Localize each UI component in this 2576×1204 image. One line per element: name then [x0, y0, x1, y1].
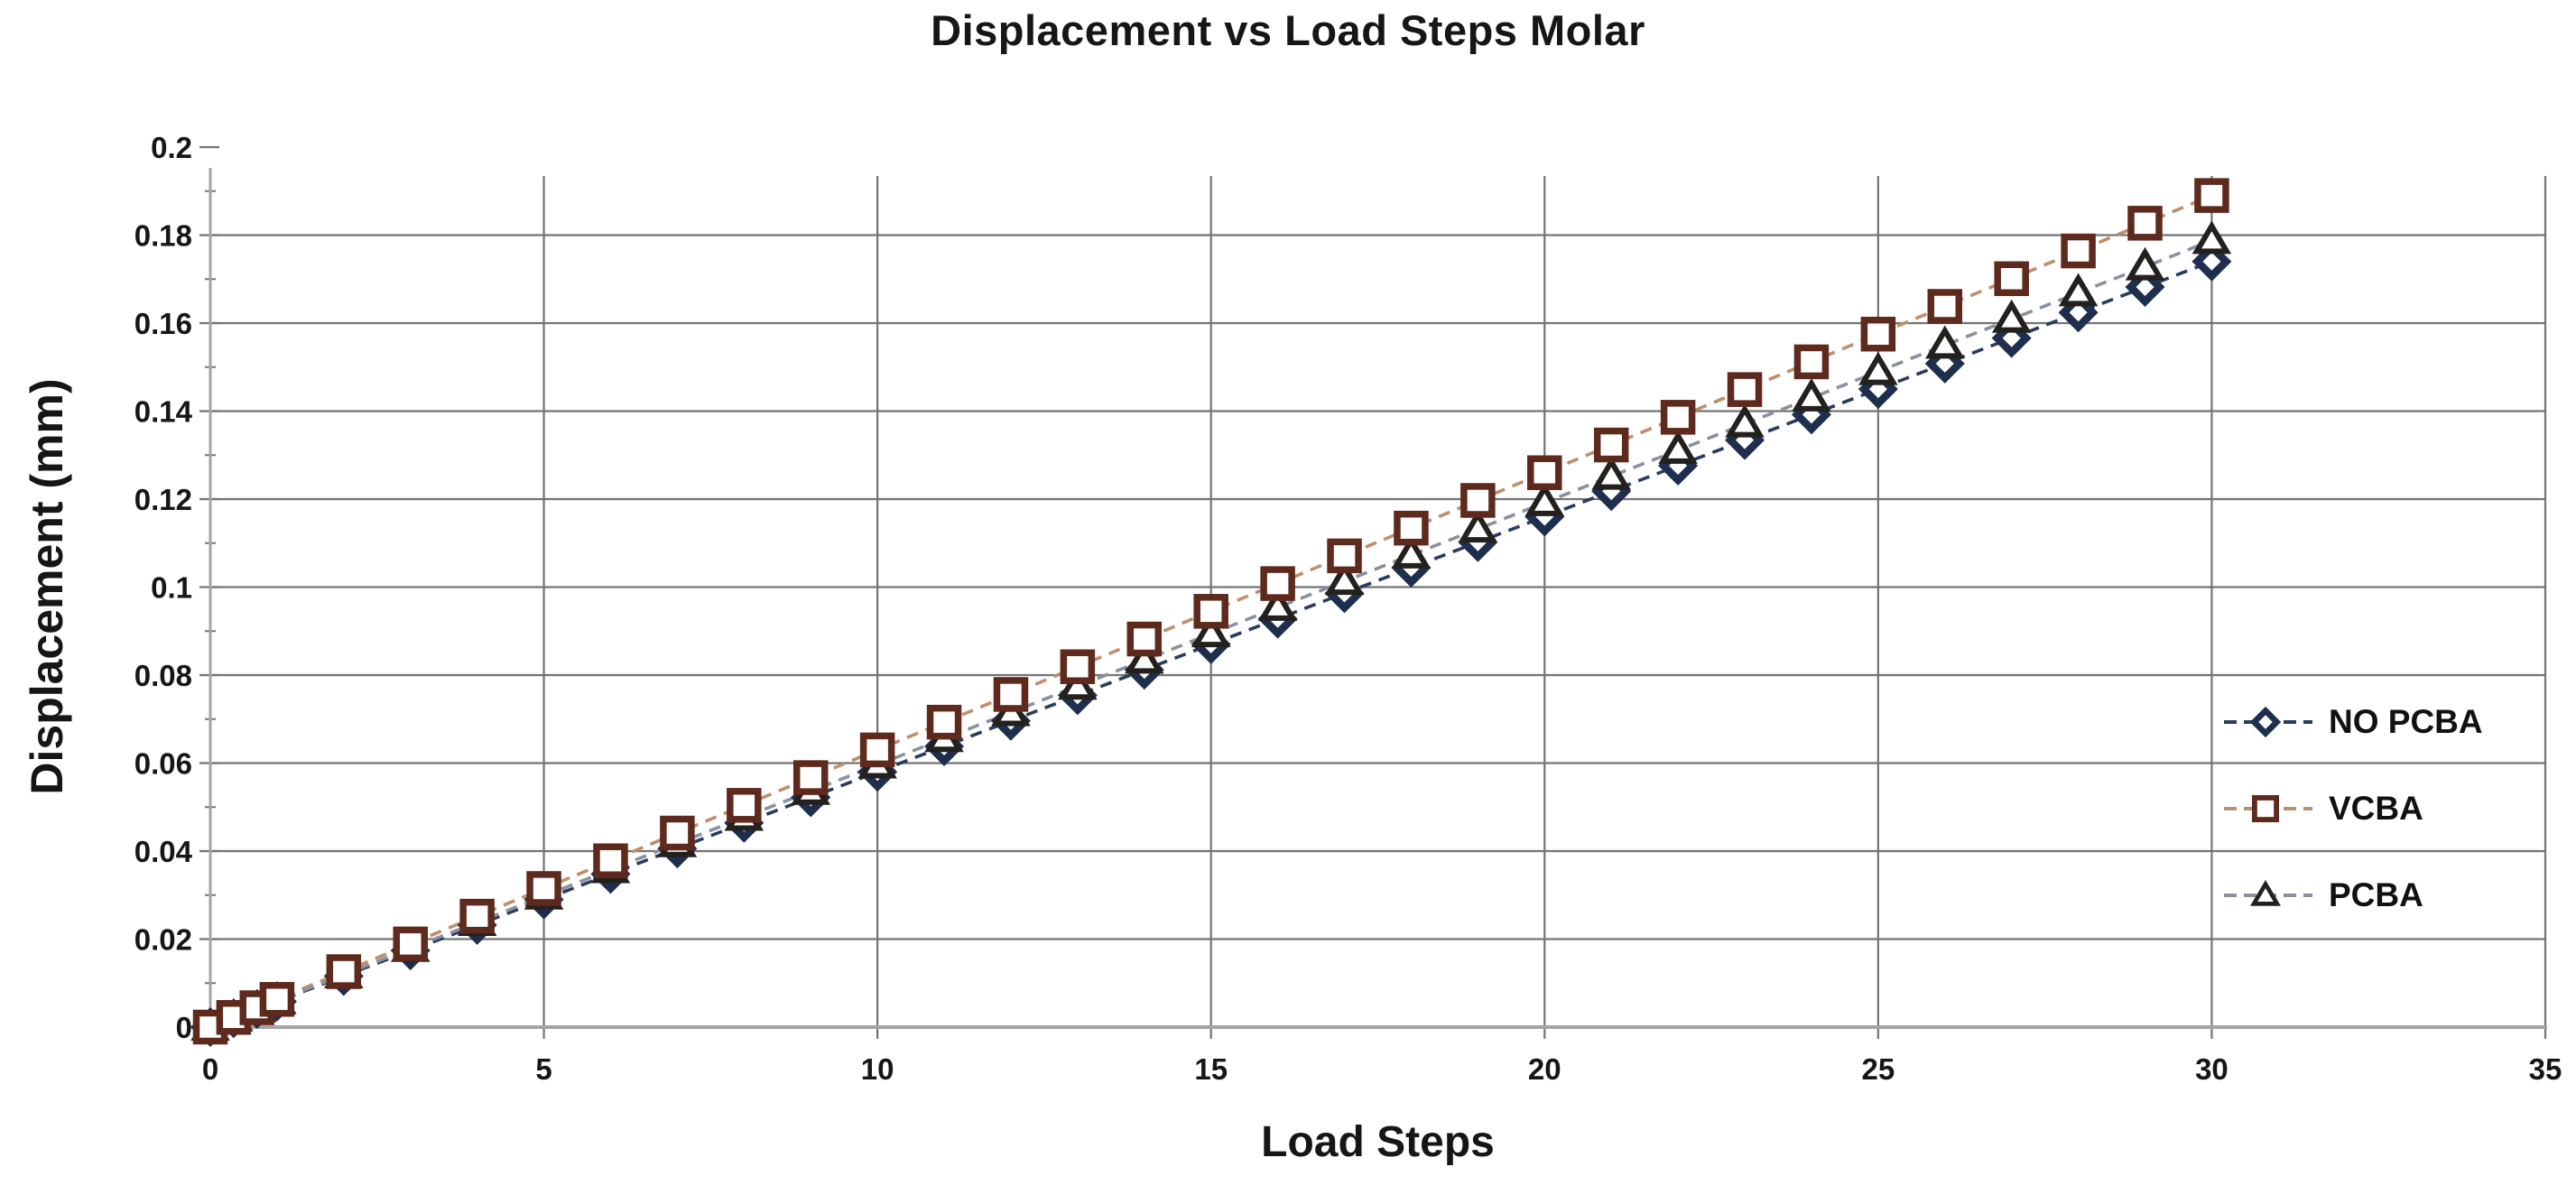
triangle-marker-icon [1524, 482, 1565, 516]
square-marker-icon [792, 760, 829, 795]
legend-item-vcba: VCBA [2222, 765, 2565, 852]
square-marker-icon [259, 982, 295, 1017]
diamond-marker-icon [2249, 706, 2282, 738]
x-tick-label: 35 [2529, 1052, 2562, 1086]
triangle-marker-icon [2250, 879, 2281, 906]
x-tick-label: 20 [1528, 1052, 1561, 1086]
triangle-marker-icon [1324, 561, 1365, 596]
square-marker-icon [1394, 510, 1429, 546]
y-tick-label: 0.02 [134, 923, 192, 957]
square-marker-icon [1260, 566, 1295, 601]
triangle-marker-icon [2191, 220, 2232, 255]
square-marker-icon [1793, 344, 1830, 380]
y-tick-label: 0.14 [134, 395, 193, 429]
legend-marker-icon [2224, 794, 2312, 823]
x-tick-label: 25 [1861, 1052, 1895, 1086]
square-marker-icon [1060, 649, 1096, 684]
square-marker-icon [2194, 178, 2229, 213]
square-marker-icon [2061, 233, 2096, 269]
y-axis-title: Displacement (mm) [22, 378, 72, 795]
y-tick-label: 0.04 [134, 835, 193, 868]
triangle-marker-icon [1658, 430, 1698, 464]
square-marker-icon [1927, 289, 1963, 324]
square-marker-icon [1994, 261, 2029, 297]
triangle-marker-icon [1058, 666, 1098, 700]
square-marker-icon [993, 677, 1029, 712]
square-marker-icon [660, 815, 695, 851]
x-tick-label: 5 [535, 1052, 551, 1086]
triangle-marker-icon [1458, 509, 1498, 543]
y-tick-label: 0.1 [151, 571, 192, 605]
legend-item-pcba: PCBA [2222, 852, 2565, 939]
y-tick-label: 0.08 [134, 659, 192, 692]
y-tick-label: 0 [176, 1011, 192, 1044]
triangle-marker-icon [1591, 456, 1631, 490]
y-tick-label: 0.16 [134, 307, 192, 340]
square-marker-icon [1126, 621, 1163, 657]
square-marker-icon [326, 954, 362, 989]
diamond-marker-icon [2191, 241, 2232, 282]
triangle-marker-icon [2125, 246, 2165, 281]
triangle-marker-icon [2058, 273, 2099, 307]
square-marker-icon [1593, 427, 1629, 463]
square-marker-icon [459, 898, 495, 934]
triangle-marker-icon [1125, 640, 1164, 674]
legend-label: PCBA [2329, 876, 2423, 913]
legend: NO PCBA VCBA PCBA [2222, 679, 2565, 939]
legend-item-no-pcba: NO PCBA [2222, 679, 2565, 765]
square-marker-icon [727, 788, 762, 823]
legend-marker-icon [2224, 706, 2312, 738]
legend-marker-icon [2224, 879, 2312, 906]
y-tick-label: 0.18 [134, 219, 192, 253]
triangle-marker-icon [1991, 299, 2032, 333]
legend-label: NO PCBA [2329, 703, 2483, 740]
square-marker-icon [926, 704, 962, 740]
triangle-marker-icon [1925, 325, 1965, 359]
square-marker-icon [859, 732, 895, 768]
triangle-marker-icon [1391, 535, 1432, 569]
triangle-marker-icon [1191, 614, 1231, 648]
square-marker-icon [1860, 316, 1896, 352]
x-tick-label: 15 [1194, 1052, 1228, 1086]
triangle-marker-icon [1725, 403, 1765, 438]
square-marker-icon [1527, 455, 1562, 490]
triangle-marker-icon [1792, 377, 1831, 412]
square-marker-icon [1193, 594, 1228, 629]
triangle-marker-icon [1257, 588, 1298, 621]
square-marker-icon [2251, 794, 2280, 823]
x-tick-label: 0 [202, 1052, 218, 1086]
chart-title: Displacement vs Load Steps Molar [931, 6, 1645, 54]
square-marker-icon [393, 926, 428, 962]
square-marker-icon [2127, 206, 2163, 241]
square-marker-icon [1327, 538, 1362, 574]
square-marker-icon [1460, 483, 1496, 518]
square-marker-icon [1727, 372, 1763, 407]
square-marker-icon [526, 871, 561, 906]
square-marker-icon [593, 843, 628, 878]
x-tick-label: 10 [861, 1052, 894, 1086]
y-tick-label: 0.12 [134, 483, 192, 516]
y-tick-label: 0.06 [134, 747, 192, 781]
x-axis-title: Load Steps [1261, 1118, 1495, 1166]
triangle-marker-icon [1858, 351, 1898, 385]
x-tick-label: 30 [2195, 1052, 2229, 1086]
square-marker-icon [1660, 400, 1696, 435]
y-tick-label: 0.2 [151, 131, 192, 164]
legend-label: VCBA [2329, 790, 2423, 827]
series-line-vcba [209, 193, 2213, 1029]
